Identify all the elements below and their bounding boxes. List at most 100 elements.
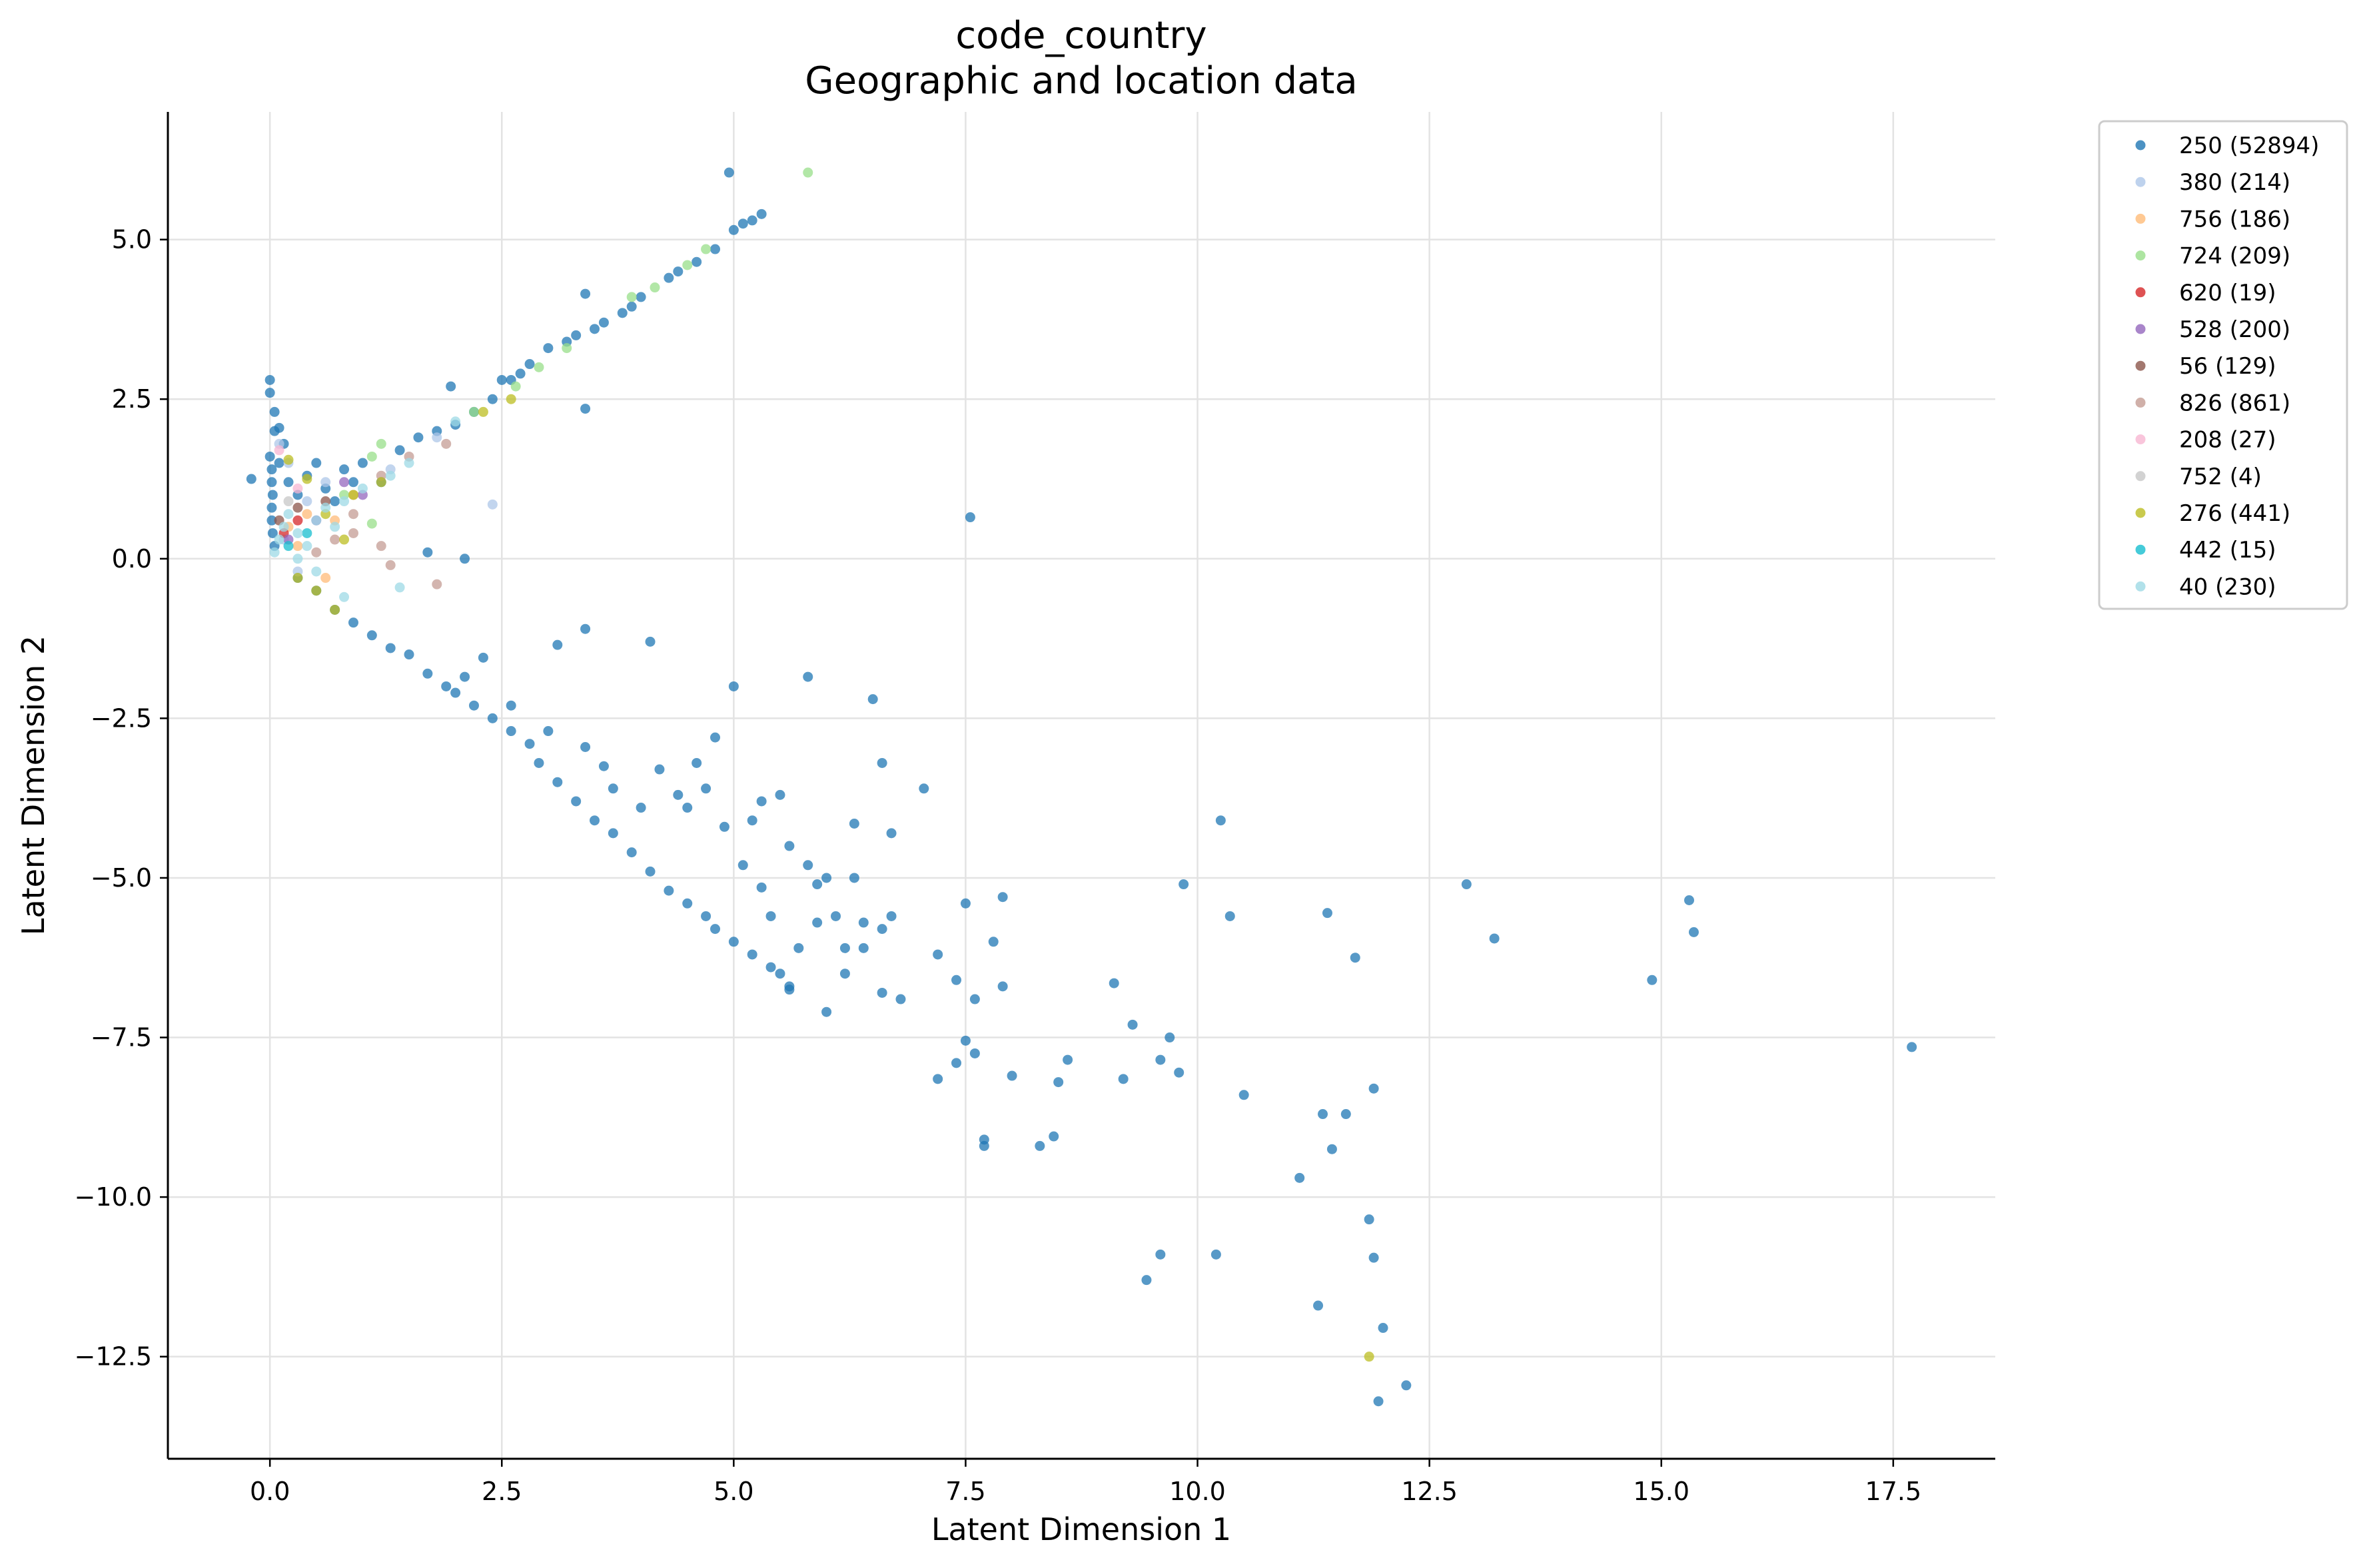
data-point bbox=[636, 803, 646, 813]
data-point bbox=[487, 394, 498, 404]
data-point bbox=[673, 789, 684, 800]
data-point bbox=[598, 761, 609, 771]
data-point bbox=[803, 671, 813, 682]
data-point bbox=[460, 671, 470, 682]
data-point bbox=[266, 515, 277, 526]
data-point bbox=[394, 445, 405, 456]
data-point bbox=[877, 924, 887, 935]
data-point bbox=[710, 732, 721, 743]
data-point bbox=[348, 490, 358, 500]
data-point bbox=[348, 528, 358, 538]
data-point bbox=[765, 962, 776, 973]
data-point bbox=[506, 700, 516, 711]
data-point bbox=[283, 541, 294, 552]
data-point bbox=[496, 374, 507, 385]
data-point bbox=[264, 451, 275, 462]
data-point bbox=[1179, 879, 1189, 890]
data-point bbox=[1155, 1249, 1166, 1260]
legend-label: 752 (4) bbox=[2179, 464, 2262, 490]
x-tick-label: 17.5 bbox=[1865, 1477, 1922, 1506]
series-12 bbox=[269, 416, 461, 602]
data-point bbox=[441, 681, 452, 691]
legend-label: 380 (214) bbox=[2179, 169, 2290, 196]
data-point bbox=[1035, 1140, 1045, 1151]
data-point bbox=[1368, 1252, 1379, 1263]
data-point bbox=[589, 815, 600, 826]
legend-marker bbox=[2135, 471, 2146, 482]
data-point bbox=[650, 282, 660, 293]
y-tick-label: −2.5 bbox=[91, 703, 152, 733]
legend-marker bbox=[2135, 434, 2146, 445]
series-3 bbox=[339, 167, 813, 529]
data-point bbox=[803, 167, 813, 178]
data-point bbox=[283, 509, 294, 520]
data-point bbox=[376, 477, 386, 488]
data-point bbox=[283, 477, 294, 488]
data-point bbox=[1373, 1396, 1384, 1407]
data-point bbox=[267, 528, 278, 538]
data-point bbox=[376, 541, 386, 552]
data-point bbox=[302, 528, 312, 538]
data-point bbox=[608, 828, 618, 839]
data-point bbox=[1326, 1144, 1337, 1154]
data-point bbox=[710, 244, 721, 254]
data-point bbox=[562, 343, 572, 354]
data-point bbox=[1318, 1109, 1328, 1120]
data-point bbox=[784, 841, 795, 851]
data-point bbox=[858, 943, 869, 953]
data-point bbox=[330, 496, 340, 507]
data-point bbox=[432, 432, 442, 443]
data-point bbox=[803, 860, 813, 871]
data-point bbox=[274, 445, 284, 456]
data-point bbox=[348, 509, 358, 520]
data-point bbox=[645, 636, 656, 647]
x-tick-label: 12.5 bbox=[1401, 1477, 1458, 1506]
data-point bbox=[756, 208, 767, 219]
data-point bbox=[460, 554, 470, 564]
data-point bbox=[1647, 975, 1657, 985]
data-point bbox=[728, 224, 739, 235]
data-point bbox=[339, 464, 350, 475]
data-point bbox=[886, 828, 897, 839]
y-tick-label: −12.5 bbox=[75, 1342, 152, 1372]
data-point bbox=[1907, 1042, 1917, 1052]
data-point bbox=[756, 796, 767, 807]
data-point bbox=[302, 474, 312, 484]
data-point bbox=[510, 381, 521, 392]
data-point bbox=[292, 515, 303, 526]
data-point bbox=[506, 726, 516, 737]
data-point bbox=[1007, 1070, 1017, 1081]
legend-frame bbox=[2098, 120, 2348, 610]
data-point bbox=[673, 266, 684, 277]
data-point bbox=[385, 470, 396, 481]
y-tick-label: −5.0 bbox=[91, 863, 152, 893]
data-point bbox=[580, 742, 591, 753]
data-point bbox=[543, 726, 554, 737]
data-point bbox=[422, 547, 433, 558]
data-point bbox=[311, 458, 322, 468]
x-tick-label: 10.0 bbox=[1169, 1477, 1226, 1506]
data-point bbox=[487, 713, 498, 723]
data-point bbox=[1368, 1083, 1379, 1094]
legend-marker bbox=[2135, 324, 2146, 334]
data-point bbox=[534, 362, 544, 372]
data-point bbox=[571, 330, 582, 340]
legend-marker bbox=[2135, 581, 2146, 591]
axes bbox=[167, 112, 1995, 1460]
x-tick-label: 2.5 bbox=[482, 1477, 522, 1506]
data-point bbox=[450, 687, 461, 698]
data-point bbox=[274, 534, 284, 545]
data-point bbox=[682, 803, 693, 813]
data-point bbox=[626, 292, 637, 302]
data-point bbox=[274, 422, 284, 433]
y-tick-label: −10.0 bbox=[75, 1182, 152, 1212]
data-point bbox=[267, 490, 278, 500]
data-point bbox=[821, 873, 832, 883]
data-point bbox=[330, 604, 340, 615]
data-point bbox=[1049, 1131, 1059, 1142]
series-11 bbox=[283, 528, 312, 552]
x-tick-label: 5.0 bbox=[713, 1477, 753, 1506]
data-point bbox=[478, 652, 488, 663]
data-point bbox=[432, 579, 442, 589]
